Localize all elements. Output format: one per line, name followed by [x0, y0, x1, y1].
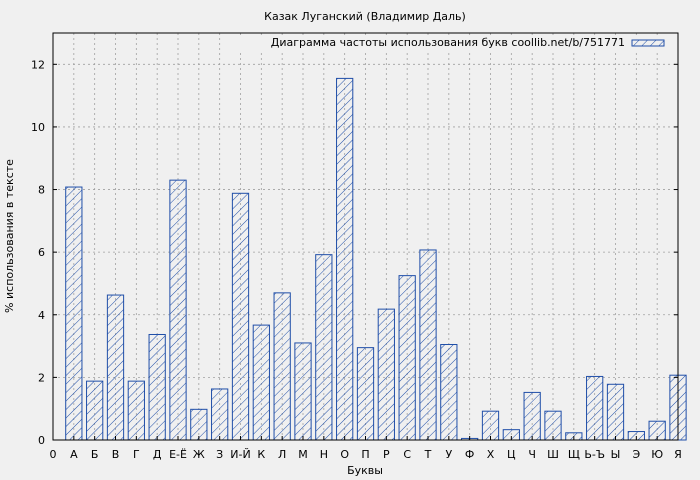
bar-У — [440, 344, 458, 441]
x-tick-label: Л — [278, 448, 286, 461]
x-tick-label: У — [445, 448, 452, 461]
bar-Г — [127, 380, 145, 441]
bar-Б — [86, 380, 104, 441]
x-tick-label: Т — [424, 448, 432, 461]
x-tick-label: З — [216, 448, 223, 461]
bar-В — [106, 294, 125, 441]
x-tick-label: Щ — [568, 448, 580, 461]
bar-З — [211, 388, 229, 441]
x-tick-label: Б — [91, 448, 99, 461]
grid — [53, 33, 678, 440]
x-tick-label: М — [298, 448, 308, 461]
x-tick-label: Р — [383, 448, 390, 461]
x-tick-label: Ц — [507, 448, 516, 461]
bar-Ж — [190, 408, 208, 441]
bar-П — [356, 347, 375, 441]
legend-box — [240, 35, 676, 50]
y-tick-label: 8 — [38, 184, 45, 197]
bar-Ы — [606, 383, 625, 441]
y-axis-label: % использования в тексте — [3, 159, 16, 313]
bar-Ч — [523, 391, 541, 441]
x-tick-label: И-Й — [230, 448, 250, 461]
x-tick-label: Х — [487, 448, 495, 461]
y-tick-label: 10 — [31, 121, 45, 134]
bar-Л — [273, 292, 291, 441]
x-axis-label: Буквы — [347, 464, 383, 477]
x-tick-label: Ы — [611, 448, 621, 461]
bar-О — [336, 77, 354, 441]
chart-title: Казак Луганский (Владимир Даль) — [264, 10, 466, 23]
x-tick-label: О — [340, 448, 349, 461]
x-tick-label: Ю — [651, 448, 663, 461]
legend-label: Диаграмма частоты использования букв coo… — [271, 36, 625, 49]
bar-Р — [377, 308, 395, 441]
bar-М — [294, 342, 312, 441]
x-tick-label: Н — [320, 448, 328, 461]
x-tick-label: Ь-Ъ — [584, 448, 605, 461]
bar-И-Й — [231, 192, 250, 441]
x-tick-label: К — [257, 448, 265, 461]
x-tick-label: Ш — [547, 448, 559, 461]
x-tick-label: Э — [632, 448, 640, 461]
x-tick-label: П — [361, 448, 369, 461]
x-tick-label: Д — [153, 448, 162, 461]
bar-Т — [419, 249, 437, 441]
x-tick-label: Я — [674, 448, 682, 461]
legend: Диаграмма частоты использования букв coo… — [240, 35, 676, 50]
x-tick-label: Ч — [528, 448, 536, 461]
x-tick-label: Е-Ё — [169, 448, 187, 461]
x-tick-label: 0 — [50, 448, 57, 461]
y-tick-label: 6 — [38, 246, 45, 259]
x-tick-label: Г — [133, 448, 140, 461]
x-tick-label: Ф — [465, 448, 474, 461]
x-tick-label: В — [112, 448, 120, 461]
x-tick-label: Ж — [193, 448, 205, 461]
bar-Х — [481, 410, 500, 441]
x-tick-label: А — [70, 448, 78, 461]
bar-К — [252, 324, 270, 441]
bar-Д — [148, 333, 166, 441]
y-axis-ticks: 0 2 4 6 8 10 12 — [31, 58, 678, 447]
y-tick-label: 0 — [38, 434, 45, 447]
bar-Ь-Ъ — [586, 375, 604, 441]
x-tick-label: С — [403, 448, 411, 461]
y-tick-label: 4 — [38, 309, 45, 322]
bar-А — [65, 186, 83, 441]
bar-Н — [315, 254, 333, 441]
x-axis-ticks: 0 А Б В Г Д Е-Ё Ж З И-Й К Л М Н О П Р С Т У Ф Х Ц Ч Ш Щ Ь-Ъ Ы Э Ю Я — [50, 436, 682, 461]
bar-С — [398, 275, 416, 441]
bar-Ш — [544, 410, 562, 441]
bar-Е-Ё — [169, 179, 187, 441]
y-tick-label: 2 — [38, 371, 45, 384]
y-tick-label: 12 — [31, 58, 45, 71]
legend-swatch — [631, 39, 665, 47]
